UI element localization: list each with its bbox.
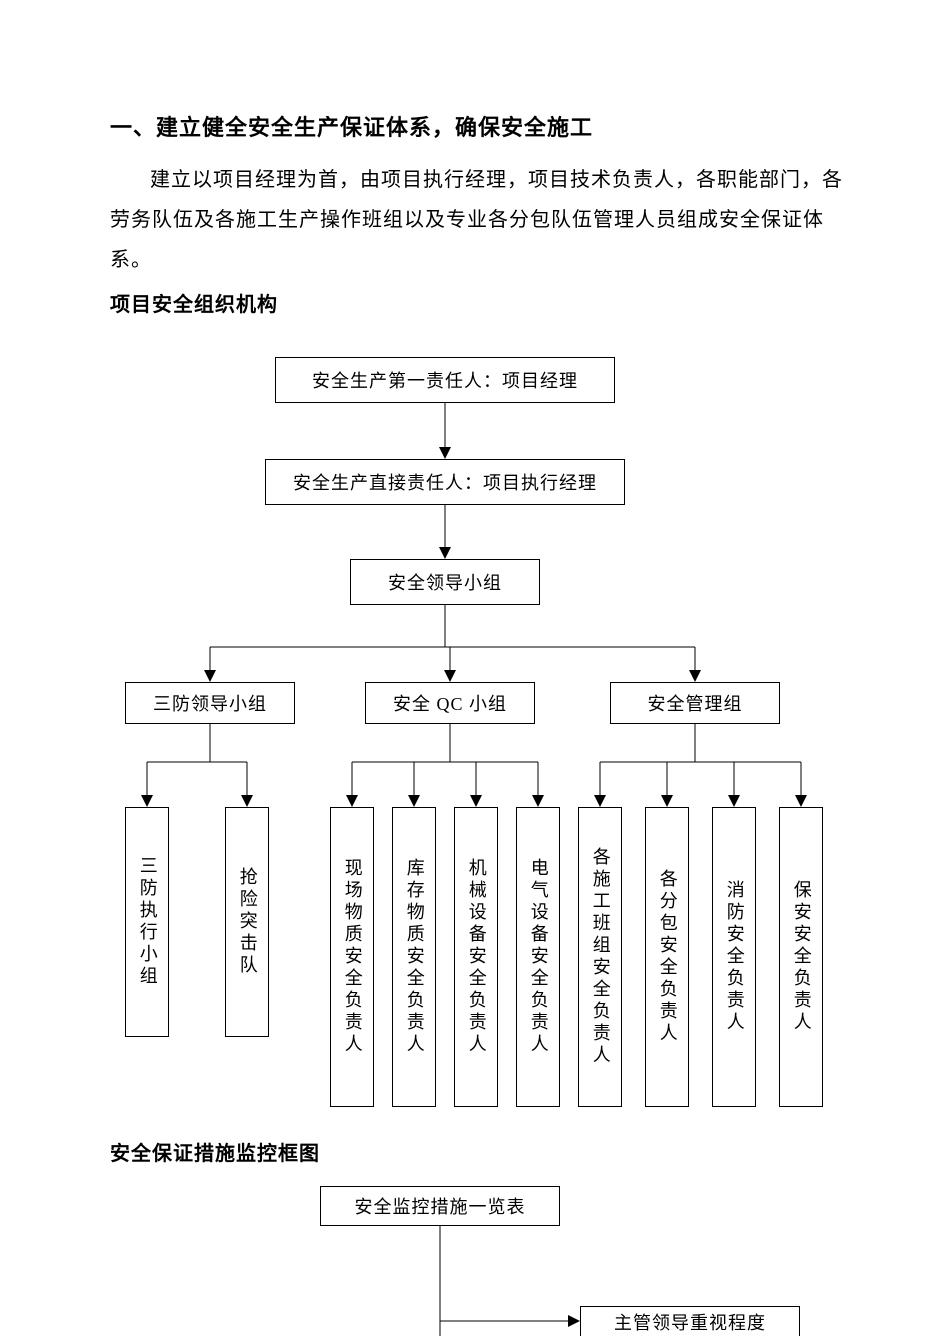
node-lvl2: 安全生产直接责任人：项目执行经理 bbox=[265, 459, 625, 505]
leaf-shigong: 各施工班组安全负责人 bbox=[578, 807, 622, 1107]
leaf-kucun: 库存物质安全负责人 bbox=[392, 807, 436, 1107]
node-group-sanfang: 三防领导小组 bbox=[125, 682, 295, 724]
subheading-monitoring: 安全保证措施监控框图 bbox=[110, 1137, 845, 1166]
node-group-qc: 安全 QC 小组 bbox=[365, 682, 535, 724]
leaf-fenbao: 各分包安全负责人 bbox=[645, 807, 689, 1107]
leaf-qiangxian: 抢险突击队 bbox=[225, 807, 269, 1037]
node-monitoring-right1: 主管领导重视程度 bbox=[580, 1306, 800, 1336]
org-chart: 安全生产第一责任人：项目经理 安全生产直接责任人：项目执行经理 安全领导小组 三… bbox=[105, 337, 840, 1107]
node-lvl3: 安全领导小组 bbox=[350, 559, 540, 605]
section-heading: 一、建立健全安全生产保证体系，确保安全施工 bbox=[110, 110, 845, 142]
node-group-mgmt: 安全管理组 bbox=[610, 682, 780, 724]
monitoring-chart: 安全监控措施一览表 主管领导重视程度 bbox=[110, 1186, 845, 1336]
leaf-xiaofang: 消防安全负责人 bbox=[712, 807, 756, 1107]
body-paragraph: 建立以项目经理为首，由项目执行经理，项目技术负责人，各职能部门，各劳务队伍及各施… bbox=[110, 160, 845, 280]
node-lvl1: 安全生产第一责任人：项目经理 bbox=[275, 357, 615, 403]
page: 一、建立健全安全生产保证体系，确保安全施工 建立以项目经理为首，由项目执行经理，… bbox=[0, 0, 945, 1337]
node-monitoring-top: 安全监控措施一览表 bbox=[320, 1186, 560, 1226]
leaf-dianqi: 电气设备安全负责人 bbox=[516, 807, 560, 1107]
leaf-xianchang: 现场物质安全负责人 bbox=[330, 807, 374, 1107]
leaf-sanfang-exec: 三防执行小组 bbox=[125, 807, 169, 1037]
leaf-jixie: 机械设备安全负责人 bbox=[454, 807, 498, 1107]
leaf-baoan: 保安安全负责人 bbox=[779, 807, 823, 1107]
subheading-org: 项目安全组织机构 bbox=[110, 288, 845, 317]
